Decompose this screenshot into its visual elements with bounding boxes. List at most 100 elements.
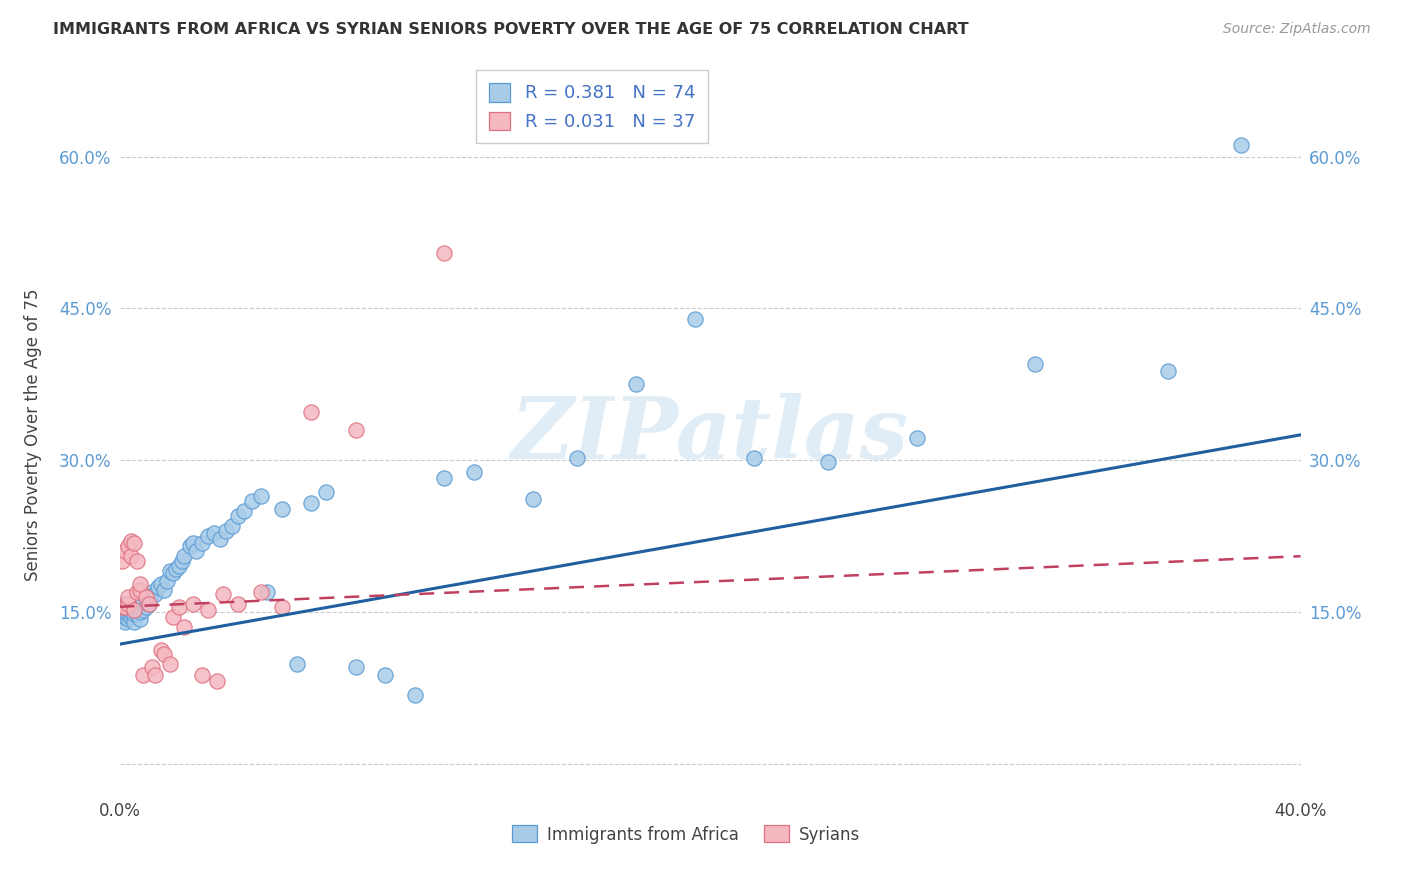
Text: ZIPatlas: ZIPatlas [510,393,910,476]
Point [114,597,136,611]
Point [146,580,169,594]
Point [285,657,308,672]
Point [141,584,163,599]
Point [315,485,337,500]
Point [191,536,214,550]
Point [522,491,544,506]
Point [250,584,273,599]
Point [117,597,139,611]
Point [127,607,149,621]
Point [256,584,278,599]
Point [191,667,214,681]
Point [124,599,146,614]
Point [463,465,485,479]
Point [159,657,181,672]
Point [344,660,367,674]
Point [117,603,139,617]
Point [374,667,396,681]
Point [1230,137,1253,152]
Point [132,667,155,681]
Point [153,582,174,597]
Point [301,495,323,509]
Point [111,607,134,621]
Point [683,311,706,326]
Point [167,599,190,614]
Point [135,599,157,614]
Point [208,532,231,546]
Legend: Immigrants from Africa, Syrians: Immigrants from Africa, Syrians [506,819,868,850]
Point [742,451,765,466]
Point [433,471,456,485]
Point [127,554,149,568]
Point [138,597,160,611]
Text: Source: ZipAtlas.com: Source: ZipAtlas.com [1223,22,1371,37]
Point [114,544,136,558]
Point [167,559,190,574]
Text: IMMIGRANTS FROM AFRICA VS SYRIAN SENIORS POVERTY OVER THE AGE OF 75 CORRELATION : IMMIGRANTS FROM AFRICA VS SYRIAN SENIORS… [53,22,969,37]
Point [232,504,254,518]
Point [162,566,184,581]
Point [173,620,195,634]
Point [129,612,152,626]
Point [149,576,172,591]
Point [120,534,142,549]
Point [120,549,142,564]
Point [127,584,149,599]
Point [111,605,134,619]
Point [153,648,174,662]
Point [1156,364,1178,378]
Point [817,455,839,469]
Y-axis label: Seniors Poverty Over the Age of 75: Seniors Poverty Over the Age of 75 [24,289,42,581]
Point [270,599,294,614]
Point [905,431,928,445]
Point [221,519,243,533]
Point [162,610,184,624]
Point [135,590,157,604]
Point [226,597,249,611]
Point [173,549,195,564]
Point [114,599,136,614]
Point [624,377,647,392]
Point [120,605,142,619]
Point [120,597,142,611]
Point [170,554,193,568]
Point [344,423,367,437]
Point [111,603,134,617]
Point [1024,357,1046,371]
Point [197,529,219,543]
Point [129,576,152,591]
Point [183,536,205,550]
Point [111,599,134,614]
Point [143,667,166,681]
Point [117,612,139,626]
Point [211,587,233,601]
Point [117,539,139,553]
Point [205,673,228,688]
Point [197,603,219,617]
Point [301,404,323,418]
Point [143,587,166,601]
Point [114,605,136,619]
Point [127,599,149,614]
Point [141,660,163,674]
Point [565,451,589,466]
Point [215,524,238,538]
Point [165,562,187,576]
Point [138,597,160,611]
Point [117,607,139,621]
Point [159,565,181,579]
Point [242,493,264,508]
Point [111,554,134,568]
Point [114,610,136,624]
Point [138,590,160,604]
Point [124,615,146,629]
Point [132,595,155,609]
Point [433,245,456,260]
Point [156,574,179,589]
Point [149,643,172,657]
Point [129,605,152,619]
Point [114,599,136,614]
Point [114,615,136,629]
Point [111,610,134,624]
Point [179,539,201,553]
